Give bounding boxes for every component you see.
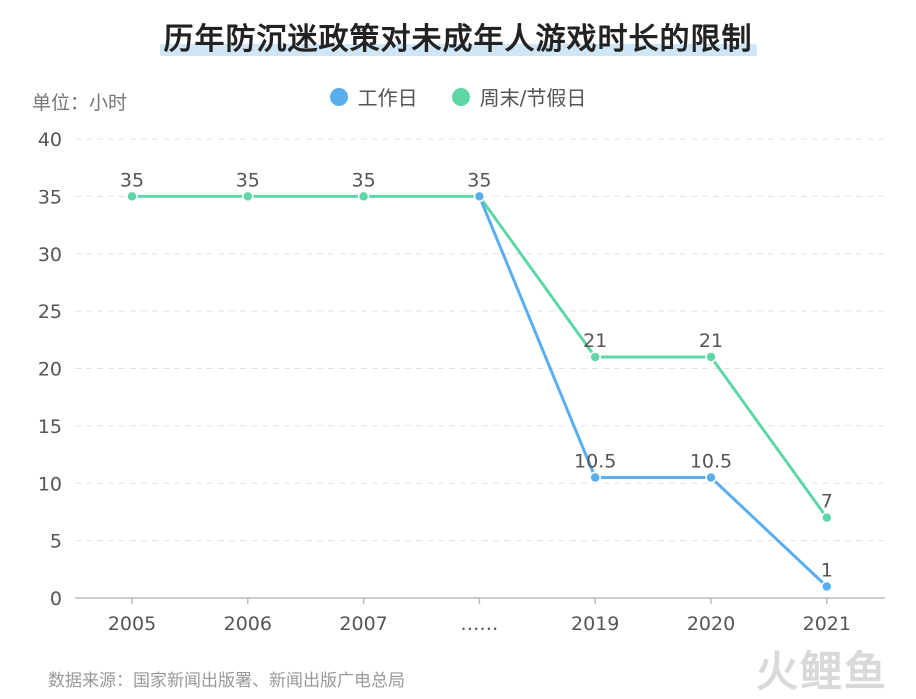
x-tick-label: 2020: [687, 613, 735, 635]
legend-dot-weekend: [451, 87, 470, 106]
y-tick-label: 40: [38, 129, 62, 151]
brand-logo: 火鲤鱼: [755, 647, 888, 696]
data-point-weekday: [589, 471, 601, 484]
data-label-weekday: 1: [821, 560, 833, 582]
data-point-weekend: [242, 190, 254, 203]
y-tick-label: 5: [50, 531, 62, 553]
legend-item-weekend[interactable]: 周末/节假日: [451, 82, 587, 111]
y-tick-label: 30: [38, 244, 62, 266]
legend-label-weekday: 工作日: [357, 86, 418, 110]
y-tick-label: 25: [38, 301, 62, 323]
data-label-weekend: 21: [699, 330, 723, 352]
legend-label-weekend: 周末/节假日: [479, 86, 587, 110]
data-label-weekend: 35: [467, 169, 491, 191]
y-tick-label: 35: [38, 186, 62, 208]
x-tick-label: 2005: [108, 613, 156, 635]
data-point-weekend: [821, 511, 833, 524]
x-tick-label: ……: [460, 613, 498, 635]
legend-item-weekday[interactable]: 工作日: [329, 82, 418, 111]
x-tick-label: 2007: [339, 613, 387, 635]
data-label-weekend: 35: [352, 169, 376, 191]
data-label-weekday: 10.5: [574, 451, 616, 473]
data-label-weekend: 21: [583, 330, 607, 352]
y-tick-label: 15: [38, 416, 62, 438]
data-label-weekday: 10.5: [690, 451, 732, 473]
series-line-weekday: [478, 195, 828, 588]
data-label-weekend: 7: [821, 491, 833, 513]
data-point-weekend: [357, 190, 370, 203]
data-label-weekend: 35: [236, 169, 260, 191]
x-tick-label: 2021: [803, 613, 851, 635]
chart-title-text: 历年防沉迷政策对未成年人游戏时长的限制: [163, 22, 753, 57]
y-tick-label: 10: [38, 473, 62, 495]
unit-label: 单位：小时: [32, 92, 128, 114]
data-label-weekend: 35: [120, 169, 144, 191]
legend-dot-weekday: [329, 87, 348, 106]
y-tick-label: 20: [38, 359, 62, 381]
data-point-weekday: [821, 580, 833, 593]
data-point-weekend: [126, 190, 138, 203]
legend: 工作日 周末/节假日: [0, 82, 916, 111]
y-tick-label: 0: [50, 588, 62, 610]
source-note: 数据来源：国家新闻出版署、新闻出版广电总局: [48, 671, 405, 691]
data-point-weekday: [705, 471, 717, 484]
data-point-weekend: [705, 351, 717, 363]
chart-title: 历年防沉迷政策对未成年人游戏时长的限制: [159, 14, 757, 58]
data-point-weekend: [589, 351, 601, 363]
x-tick-label: 2019: [571, 613, 619, 635]
x-tick-label: 2006: [224, 613, 272, 635]
data-point-weekday: [473, 190, 486, 203]
